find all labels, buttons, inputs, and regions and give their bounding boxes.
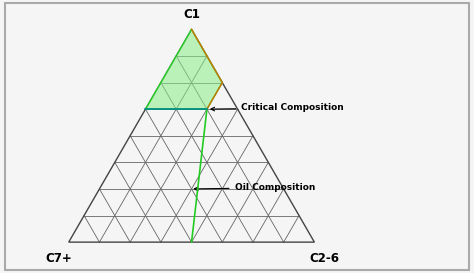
- Text: C2-6: C2-6: [309, 252, 339, 265]
- Text: Critical Composition: Critical Composition: [211, 103, 344, 112]
- Text: C7+: C7+: [46, 252, 72, 265]
- Text: Oil Composition: Oil Composition: [194, 183, 315, 192]
- Polygon shape: [146, 29, 222, 109]
- Text: C1: C1: [183, 8, 200, 21]
